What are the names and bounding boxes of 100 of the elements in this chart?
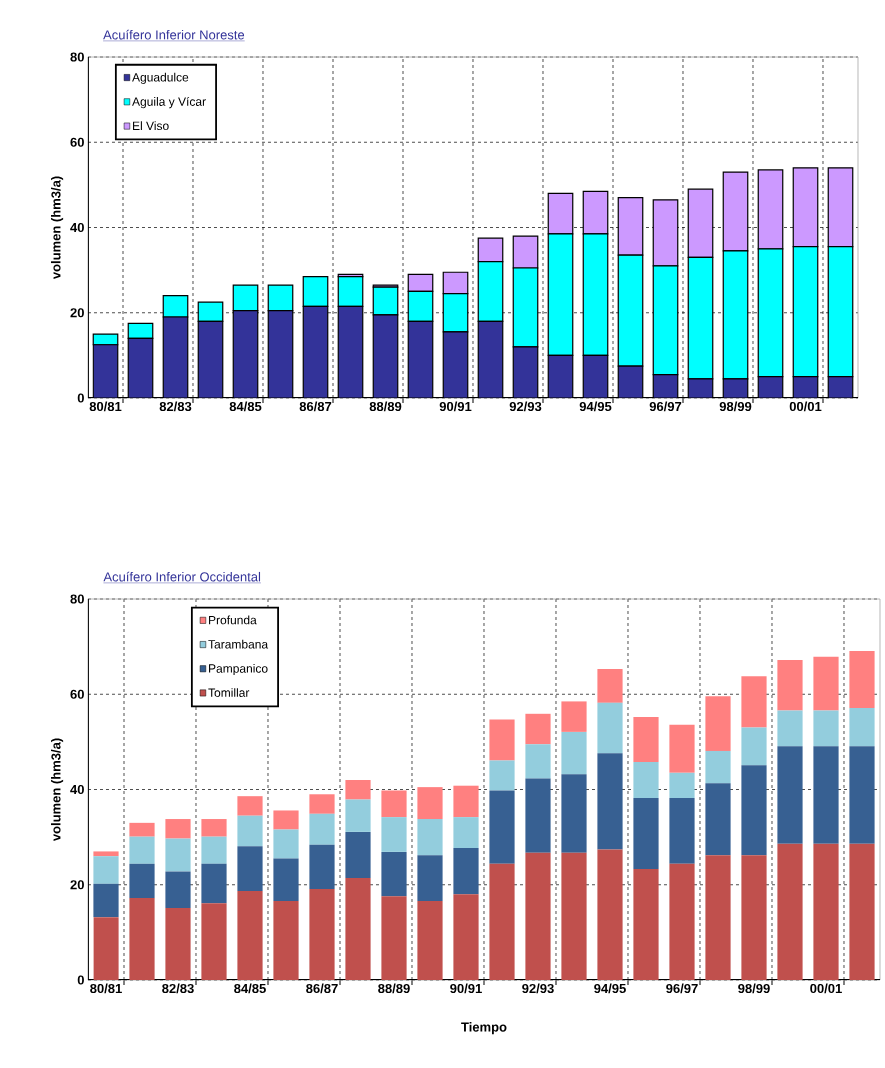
x-tick-label: 98/99: [719, 401, 752, 412]
bar: [453, 848, 479, 895]
y-tick-label: 20: [70, 880, 84, 890]
y-tick-label: 40: [70, 222, 84, 233]
bar: [92, 344, 119, 399]
bar: [777, 843, 803, 981]
bar: [561, 701, 587, 732]
bar: [813, 843, 839, 981]
bar: [232, 310, 259, 399]
bar: [201, 836, 227, 864]
x-tick-label: 90/91: [439, 401, 472, 412]
bar: [381, 790, 407, 818]
legend-label: Profunda: [209, 615, 257, 625]
x-tick-label: 84/85: [234, 983, 266, 994]
bar: [345, 831, 371, 879]
bar: [633, 798, 659, 870]
bar: [705, 783, 731, 856]
bar: [597, 849, 623, 981]
bar: [813, 710, 839, 747]
bar: [302, 305, 329, 399]
x-tick-label: 94/95: [579, 401, 612, 412]
bar: [345, 799, 371, 832]
x-tick-label: 84/85: [229, 401, 262, 412]
x-tick-label: 96/97: [666, 983, 698, 994]
bar: [407, 320, 434, 399]
legend-label: Aguila y Vícar: [132, 96, 206, 109]
bar: [561, 774, 587, 853]
bar: [381, 851, 407, 897]
bar: [777, 659, 803, 711]
y-axis-title: volumen (hm3/a): [51, 738, 64, 842]
bar: [813, 746, 839, 844]
bar: [849, 708, 875, 747]
bar: [273, 900, 299, 981]
bar: [525, 744, 551, 779]
bar: [777, 710, 803, 747]
bar: [237, 846, 263, 891]
x-tick-label: 98/99: [738, 983, 770, 994]
bar: [93, 851, 119, 857]
x-tick-label: 88/89: [369, 401, 402, 412]
bar: [417, 787, 443, 820]
bar: [597, 669, 623, 703]
bar: [849, 843, 875, 981]
bar: [165, 871, 191, 909]
x-tick-label: 80/81: [90, 983, 122, 994]
x-tick-label: 90/91: [450, 983, 482, 994]
bar: [633, 717, 659, 762]
bar: [705, 855, 731, 981]
bar: [489, 760, 515, 791]
y-tick-label: 60: [70, 689, 84, 699]
bar: [512, 346, 539, 399]
bar: [129, 836, 155, 864]
x-tick-label: 82/83: [159, 401, 192, 412]
bar: [669, 772, 695, 799]
bar: [597, 702, 623, 754]
bar: [417, 819, 443, 856]
x-tick-label: 00/01: [810, 983, 842, 994]
x-tick-label: 00/01: [789, 401, 822, 412]
bar: [417, 900, 443, 981]
bar: [165, 838, 191, 872]
x-tick-label: 94/95: [594, 983, 626, 994]
bar: [561, 731, 587, 775]
bar: [489, 719, 515, 761]
bar: [201, 819, 227, 837]
bar: [309, 794, 335, 814]
bar: [162, 316, 189, 399]
bar: [453, 817, 479, 849]
x-tick-label: 92/93: [522, 983, 554, 994]
bar: [273, 858, 299, 901]
x-tick-label: 82/83: [162, 983, 194, 994]
bar: [477, 320, 504, 399]
legend-label: Tarambana: [208, 639, 269, 649]
chart-title: Acuífero Inferior Noreste: [103, 29, 245, 40]
legend-label: El Viso: [133, 121, 169, 131]
bar: [381, 896, 407, 981]
bar: [597, 753, 623, 850]
bar: [309, 813, 335, 845]
bar: [345, 878, 371, 981]
bar: [345, 779, 371, 800]
legend-label: Aguadulce: [132, 72, 189, 84]
bar: [127, 322, 154, 339]
bar: [633, 761, 659, 799]
bar: [741, 855, 767, 981]
bar: [525, 778, 551, 853]
bar: [669, 863, 695, 981]
bar: [273, 810, 299, 830]
bar: [129, 898, 155, 981]
bar: [267, 310, 294, 399]
bar: [165, 908, 191, 981]
bar: [525, 852, 551, 981]
bar: [453, 785, 479, 818]
bar: [93, 917, 119, 981]
x-axis-title: Tiempo: [461, 1022, 507, 1035]
bar: [93, 856, 119, 884]
bar: [337, 305, 364, 399]
bar: [705, 750, 731, 784]
bar: [237, 890, 263, 981]
bar: [381, 817, 407, 852]
bar: [777, 746, 803, 844]
bar: [849, 650, 875, 709]
bar: [273, 829, 299, 859]
